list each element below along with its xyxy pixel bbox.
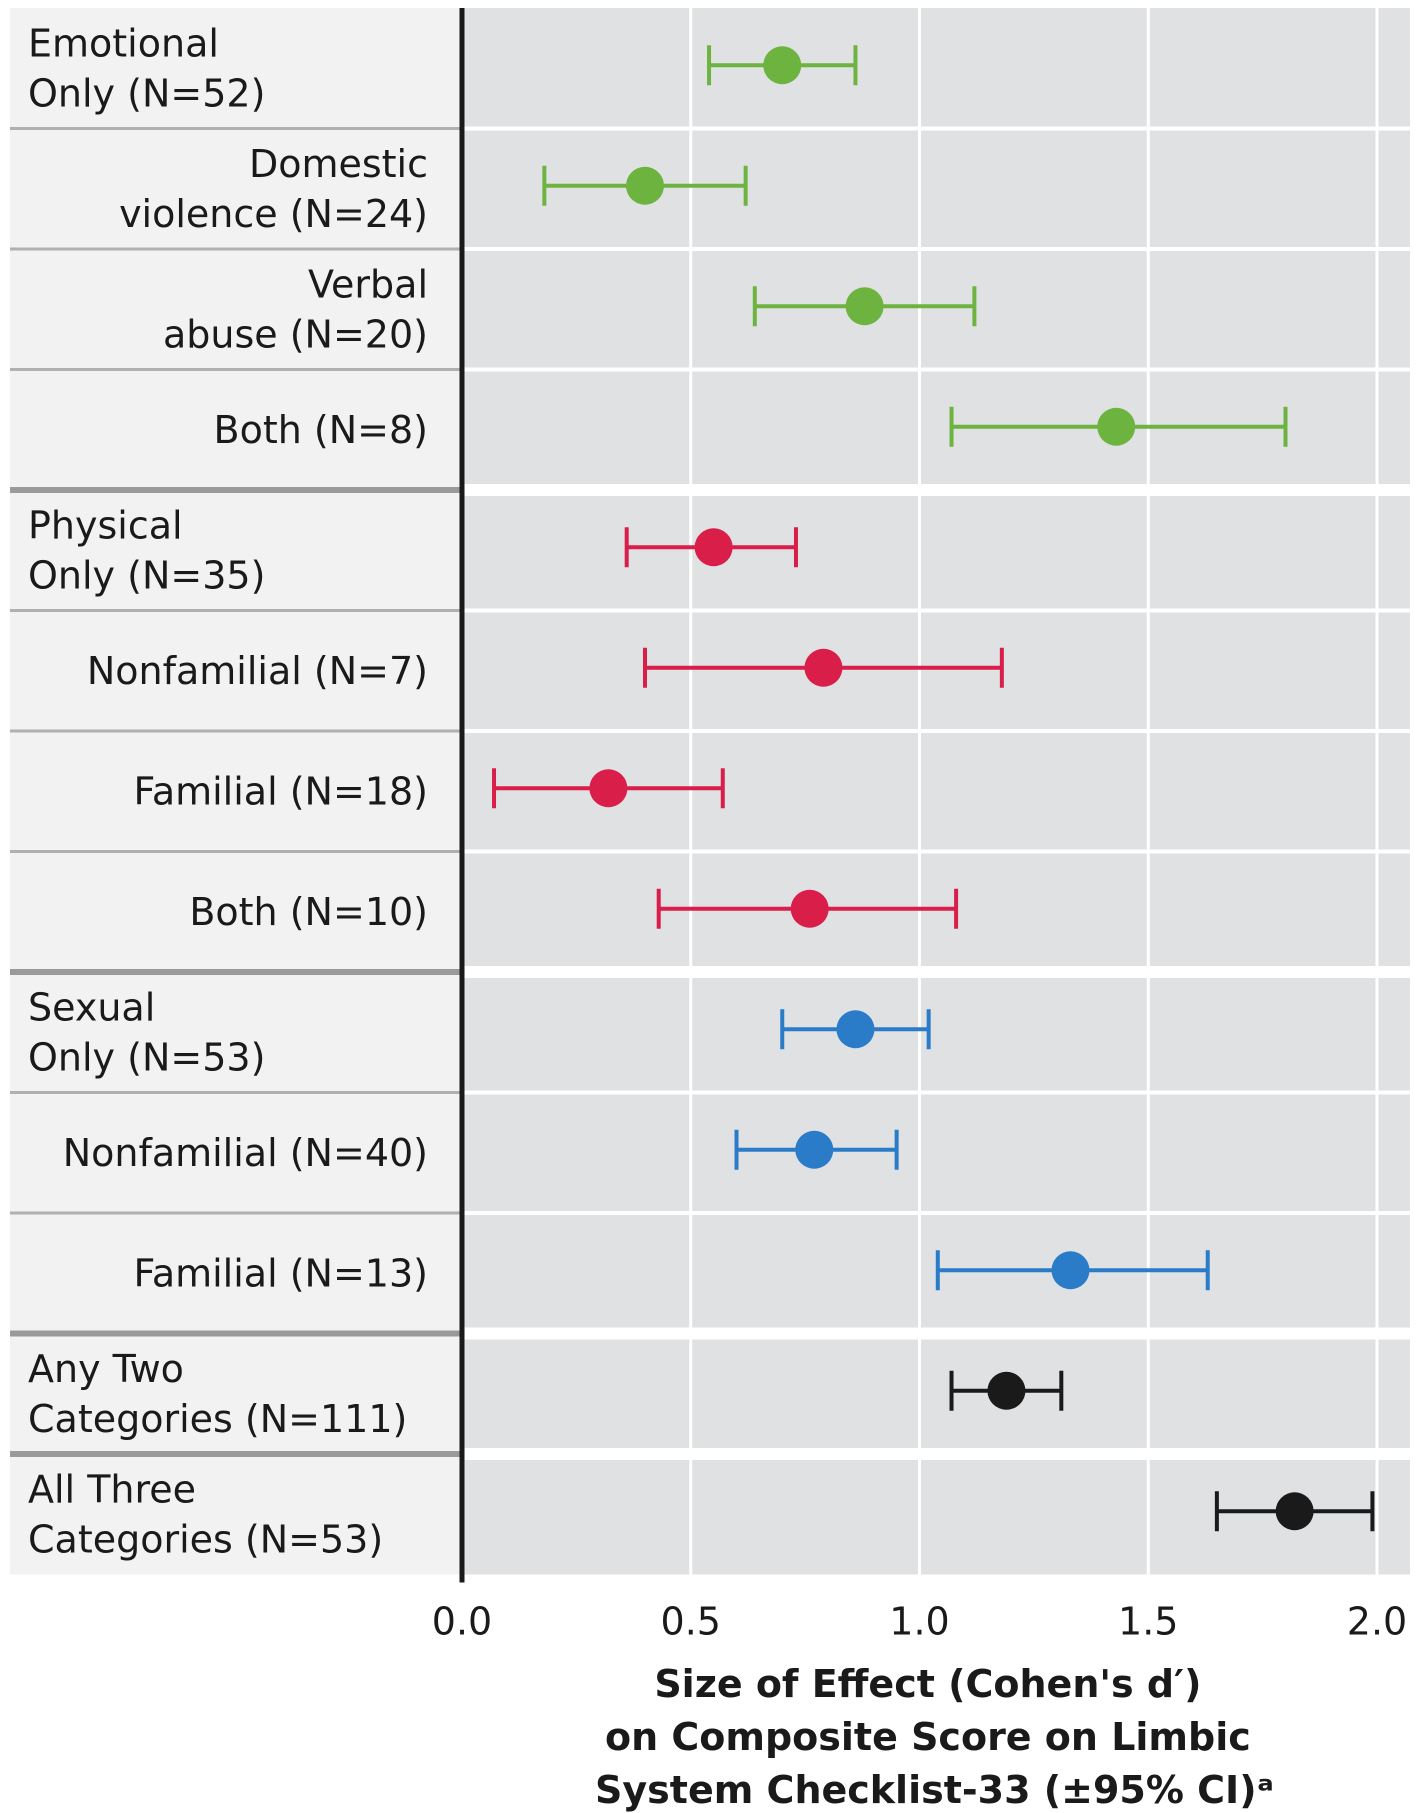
effect-point xyxy=(694,528,733,567)
effect-point xyxy=(1275,1492,1314,1531)
row-label-line: Only (N=52) xyxy=(28,71,265,115)
plot-row-panel xyxy=(460,851,1410,972)
x-tick-label: 0.0 xyxy=(432,1600,492,1644)
row-label-line: Familial (N=18) xyxy=(133,769,428,813)
row-label-panel xyxy=(10,731,460,852)
row-label-line: violence (N=24) xyxy=(119,192,428,236)
row-label-panel xyxy=(10,128,460,249)
row-label: Both (N=8) xyxy=(214,408,428,452)
plot-row-panel xyxy=(460,128,1410,249)
effect-point xyxy=(1097,407,1136,446)
effect-point xyxy=(763,46,802,85)
row-label: All Three Categories (N=53) xyxy=(28,1467,383,1561)
row-label-line: Only (N=53) xyxy=(28,1035,265,1079)
row-label: Both (N=10) xyxy=(189,890,428,934)
row-label-line: Emotional xyxy=(28,21,219,65)
x-tick-label: 0.5 xyxy=(661,1600,721,1644)
x-tick-label: 1.0 xyxy=(889,1600,949,1644)
row-label: Emotional Only (N=52) xyxy=(28,21,265,115)
row-label: Familial (N=18) xyxy=(133,769,428,813)
x-axis-tick-labels: 0.0 0.5 1.0 1.5 2.0 xyxy=(432,1600,1407,1644)
row-label-line: Domestic xyxy=(249,142,428,186)
row-label: Nonfamilial (N=40) xyxy=(63,1131,428,1175)
row-label-line: Categories (N=53) xyxy=(28,1517,383,1561)
plot-row-panel xyxy=(460,369,1410,490)
row-label-line: Sexual xyxy=(28,985,155,1029)
plot-row-panel xyxy=(460,1333,1410,1454)
x-tick-label: 1.5 xyxy=(1118,1600,1178,1644)
row-label-line: Both (N=10) xyxy=(189,890,428,934)
row-label-panel xyxy=(10,490,460,611)
row-label-line: Verbal xyxy=(308,262,428,306)
row-label-line: Nonfamilial (N=40) xyxy=(63,1131,428,1175)
plot-row-panel xyxy=(460,1454,1410,1575)
row-label-panels xyxy=(10,8,460,1575)
row-label: Any Two Categories (N=111) xyxy=(28,1347,407,1441)
row-separators xyxy=(10,126,1410,1460)
row-label-line: Nonfamilial (N=7) xyxy=(87,649,428,693)
row-label-line: Only (N=35) xyxy=(28,553,265,597)
row-label-panel xyxy=(10,1213,460,1334)
row-label-panel xyxy=(10,8,460,129)
x-axis-label-line-1: Size of Effect (Cohen's d′) xyxy=(654,1662,1201,1706)
effect-point xyxy=(836,1010,875,1049)
plot-row-panel xyxy=(460,249,1410,370)
effect-point xyxy=(1051,1251,1090,1290)
row-label-panel xyxy=(10,1333,460,1454)
plot-row-panel xyxy=(460,1092,1410,1213)
row-label-line: Categories (N=111) xyxy=(28,1397,407,1441)
row-label-panel xyxy=(10,972,460,1093)
row-label-panel xyxy=(10,610,460,731)
row-label-line: All Three xyxy=(28,1467,196,1511)
effect-point xyxy=(626,166,664,205)
effect-point xyxy=(795,1130,834,1169)
effect-point xyxy=(589,769,628,808)
plot-row-panel xyxy=(460,972,1410,1093)
row-label-panel xyxy=(10,249,460,370)
row-label-line: Both (N=8) xyxy=(214,408,428,452)
row-label: Physical Only (N=35) xyxy=(28,503,265,597)
effect-point xyxy=(790,889,829,928)
row-label-panel xyxy=(10,1092,460,1213)
row-label-line: Any Two xyxy=(28,1347,184,1391)
vertical-gridlines xyxy=(689,8,1379,1575)
plot-row-panel xyxy=(460,610,1410,731)
effect-point xyxy=(804,648,843,687)
plot-row-panels xyxy=(460,8,1410,1575)
row-label: Nonfamilial (N=7) xyxy=(87,649,428,693)
row-label: Domestic violence (N=24) xyxy=(119,142,428,236)
effect-size-marks xyxy=(492,45,1375,1532)
row-label-line: abuse (N=20) xyxy=(163,312,428,356)
row-label-line: Physical xyxy=(28,503,183,547)
row-label: Familial (N=13) xyxy=(133,1251,428,1295)
plot-row-panel xyxy=(460,1213,1410,1334)
row-label: Verbal abuse (N=20) xyxy=(163,262,428,356)
plot-row-panel xyxy=(460,490,1410,611)
row-label: Sexual Only (N=53) xyxy=(28,985,265,1079)
effect-point xyxy=(987,1371,1026,1410)
x-axis-label: Size of Effect (Cohen's d′) on Composite… xyxy=(595,1662,1274,1812)
x-tick-label: 2.0 xyxy=(1347,1600,1407,1644)
row-label-panel xyxy=(10,369,460,490)
row-label-panel xyxy=(10,1454,460,1575)
row-label-line: Familial (N=13) xyxy=(133,1251,428,1295)
row-labels: Emotional Only (N=52) Domestic violence (N=… xyxy=(28,21,428,1561)
effect-point xyxy=(845,287,884,326)
x-axis-label-line-2: on Composite Score on Limbic xyxy=(605,1715,1251,1759)
plot-row-panel xyxy=(460,8,1410,129)
x-axis-label-line-3: System Checklist-33 (±95% CI)ᵃ xyxy=(595,1768,1274,1812)
row-label-panel xyxy=(10,851,460,972)
